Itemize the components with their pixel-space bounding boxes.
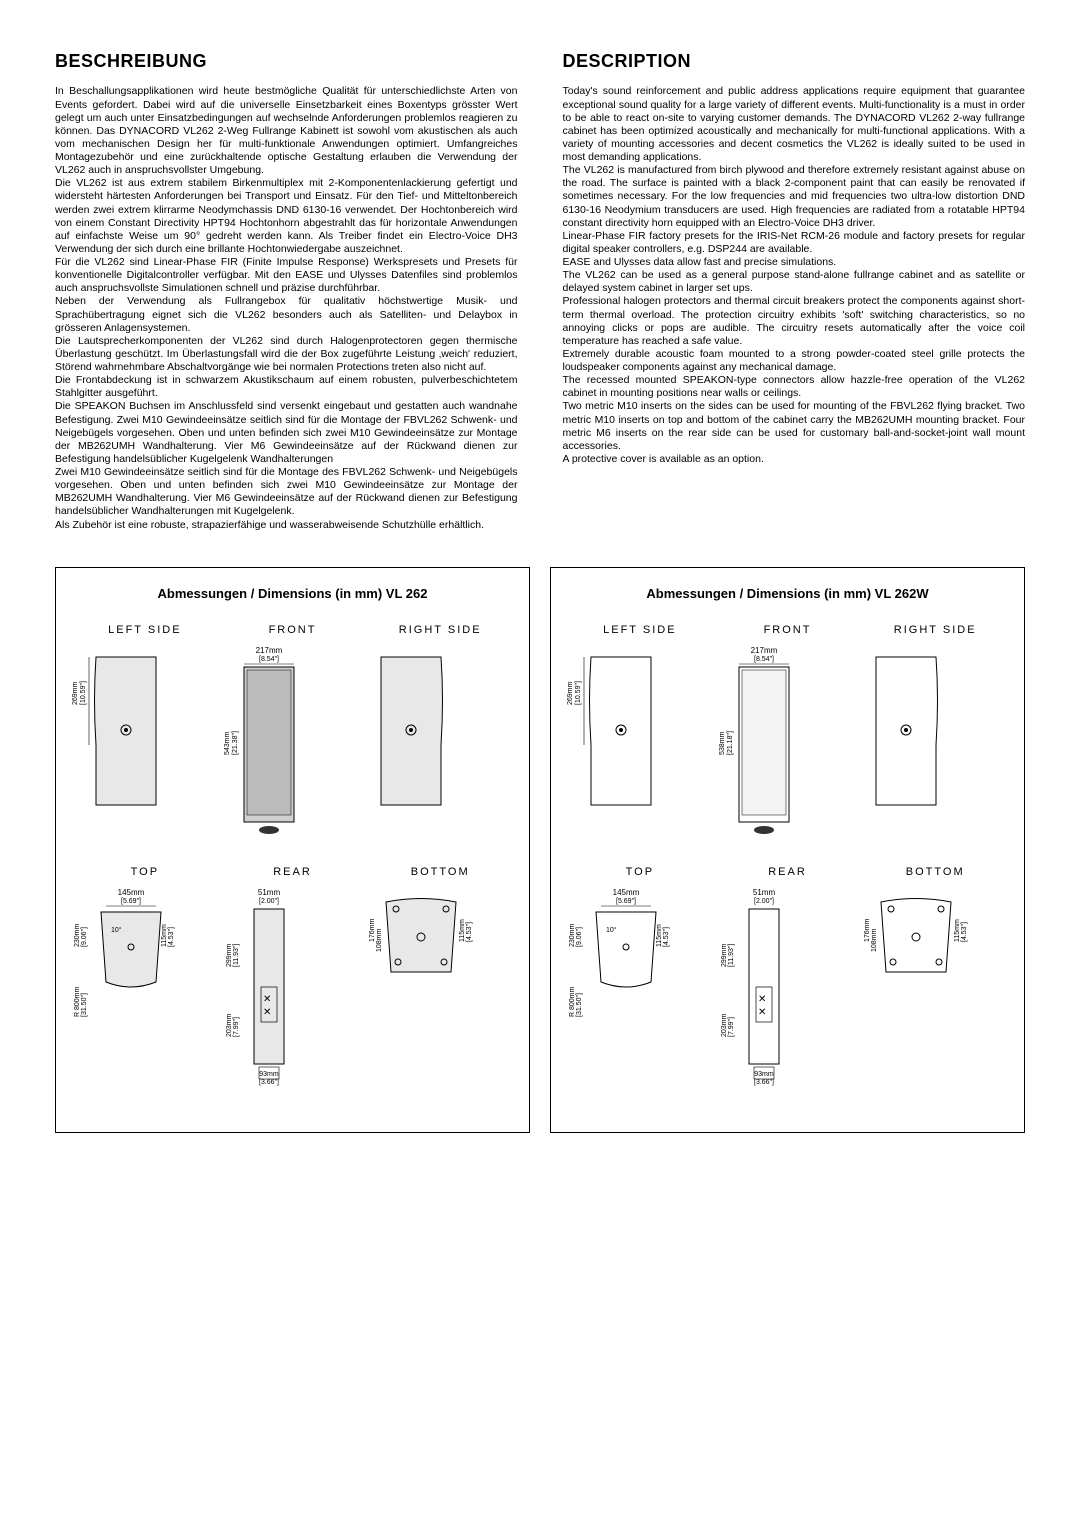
svg-text:[3.66"]: [3.66"] — [259, 1079, 279, 1086]
svg-text:115mm: 115mm — [161, 924, 168, 947]
svg-text:203mm: 203mm — [721, 1014, 728, 1038]
view-label: REAR — [714, 865, 862, 879]
front-icon: 217mm [8.54"] 543mm [21.38"] — [219, 645, 329, 845]
svg-text:R 800mm: R 800mm — [569, 987, 576, 1018]
german-column: BESCHREIBUNG In Beschallungsapplikatione… — [55, 50, 518, 532]
svg-text:543mm: 543mm — [224, 731, 231, 755]
english-column: DESCRIPTION Today's sound reinforcement … — [563, 50, 1026, 532]
svg-text:115mm: 115mm — [954, 919, 961, 942]
svg-text:[5.69"]: [5.69"] — [121, 898, 141, 905]
svg-text:[8.54"]: [8.54"] — [754, 656, 774, 663]
top-icon: 145mm [5.69"] 230mm [9.06"] 115mm [4.53"… — [71, 887, 201, 1057]
view-label: LEFT SIDE — [566, 623, 714, 637]
view-label: FRONT — [219, 623, 367, 637]
svg-text:[31.50"]: [31.50"] — [81, 993, 88, 1017]
svg-text:[2.00"]: [2.00"] — [259, 898, 279, 905]
svg-text:[10.59"]: [10.59"] — [575, 681, 582, 705]
heading-de: BESCHREIBUNG — [55, 50, 518, 73]
front-icon: 217mm [8.54"] 538mm [21.18"] — [714, 645, 824, 845]
svg-text:[7.99"]: [7.99"] — [728, 1017, 735, 1037]
svg-text:[10.59"]: [10.59"] — [80, 681, 87, 705]
svg-text:R 800mm: R 800mm — [74, 987, 81, 1018]
svg-text:203mm: 203mm — [226, 1014, 233, 1038]
diagram-vl262w: Abmessungen / Dimensions (in mm) VL 262W… — [550, 567, 1025, 1133]
svg-text:538mm: 538mm — [719, 731, 726, 755]
svg-text:10°: 10° — [606, 926, 617, 934]
svg-text:[9.06"]: [9.06"] — [576, 927, 583, 947]
heading-en: DESCRIPTION — [563, 50, 1026, 73]
svg-text:176mm: 176mm — [864, 919, 871, 943]
svg-text:[11.93"]: [11.93"] — [233, 944, 240, 967]
svg-text:93mm: 93mm — [754, 1071, 774, 1078]
rear-icon: 51mm [2.00"] 299mm [11.93"] 203mm [7.99"… — [219, 887, 319, 1087]
top-icon: 145mm [5.69"] 230mm [9.06"] 115mm [4.53"… — [566, 887, 696, 1057]
view-label: RIGHT SIDE — [366, 623, 514, 637]
svg-text:[31.50"]: [31.50"] — [576, 993, 583, 1017]
diagram-vl262: Abmessungen / Dimensions (in mm) VL 262 … — [55, 567, 530, 1133]
svg-text:299mm: 299mm — [721, 944, 728, 968]
svg-text:269mm: 269mm — [72, 681, 79, 705]
svg-text:✕: ✕ — [758, 994, 766, 1005]
svg-text:[9.06"]: [9.06"] — [81, 927, 88, 947]
svg-text:✕: ✕ — [758, 1007, 766, 1018]
svg-text:145mm: 145mm — [613, 888, 640, 897]
diagram-title: Abmessungen / Dimensions (in mm) VL 262W — [566, 586, 1009, 603]
svg-text:✕: ✕ — [263, 1007, 271, 1018]
svg-text:217mm: 217mm — [750, 646, 777, 655]
svg-text:217mm: 217mm — [255, 646, 282, 655]
svg-text:[4.53"]: [4.53"] — [961, 922, 968, 942]
svg-text:[3.66"]: [3.66"] — [754, 1079, 774, 1086]
svg-text:51mm: 51mm — [753, 888, 776, 897]
svg-text:✕: ✕ — [263, 994, 271, 1005]
svg-text:[7.99"]: [7.99"] — [233, 1017, 240, 1037]
svg-text:115mm: 115mm — [459, 919, 466, 942]
svg-text:269mm: 269mm — [567, 681, 574, 705]
svg-text:299mm: 299mm — [226, 944, 233, 968]
body-de: In Beschallungsapplikationen wird heute … — [55, 85, 518, 531]
view-label: LEFT SIDE — [71, 623, 219, 637]
svg-text:230mm: 230mm — [569, 924, 576, 948]
svg-text:[11.93"]: [11.93"] — [728, 944, 735, 967]
svg-text:[5.69"]: [5.69"] — [616, 898, 636, 905]
right-side-icon — [366, 645, 466, 815]
bottom-icon: 115mm [4.53"] 176mm 108mm — [366, 887, 476, 1017]
svg-text:108mm: 108mm — [376, 929, 383, 953]
svg-text:108mm: 108mm — [871, 929, 878, 953]
view-label: TOP — [566, 865, 714, 879]
svg-text:10°: 10° — [111, 926, 122, 934]
svg-text:[4.53"]: [4.53"] — [466, 922, 473, 942]
svg-text:230mm: 230mm — [74, 924, 81, 948]
svg-text:[4.53"]: [4.53"] — [663, 927, 670, 947]
svg-text:145mm: 145mm — [118, 888, 145, 897]
svg-text:[21.38"]: [21.38"] — [232, 731, 239, 755]
right-side-icon — [861, 645, 961, 815]
diagram-title: Abmessungen / Dimensions (in mm) VL 262 — [71, 586, 514, 603]
left-side-icon: 269mm [10.59"] — [566, 645, 666, 815]
bottom-icon: 115mm [4.53"] 176mm 108mm — [861, 887, 971, 1017]
svg-text:176mm: 176mm — [369, 919, 376, 943]
left-side-icon: 269mm [10.59"] — [71, 645, 171, 815]
svg-text:[21.18"]: [21.18"] — [727, 731, 734, 755]
rear-icon: 51mm [2.00"] 299mm [11.93"] 203mm [7.99"… — [714, 887, 814, 1087]
view-label: RIGHT SIDE — [861, 623, 1009, 637]
svg-text:115mm: 115mm — [656, 924, 663, 947]
svg-text:93mm: 93mm — [259, 1071, 279, 1078]
svg-text:[2.00"]: [2.00"] — [754, 898, 774, 905]
svg-text:[4.53"]: [4.53"] — [168, 927, 175, 947]
view-label: REAR — [219, 865, 367, 879]
view-label: TOP — [71, 865, 219, 879]
view-label: FRONT — [714, 623, 862, 637]
svg-text:[8.54"]: [8.54"] — [259, 656, 279, 663]
view-label: BOTTOM — [861, 865, 1009, 879]
view-label: BOTTOM — [366, 865, 514, 879]
svg-text:51mm: 51mm — [258, 888, 281, 897]
body-en: Today's sound reinforcement and public a… — [563, 85, 1026, 466]
